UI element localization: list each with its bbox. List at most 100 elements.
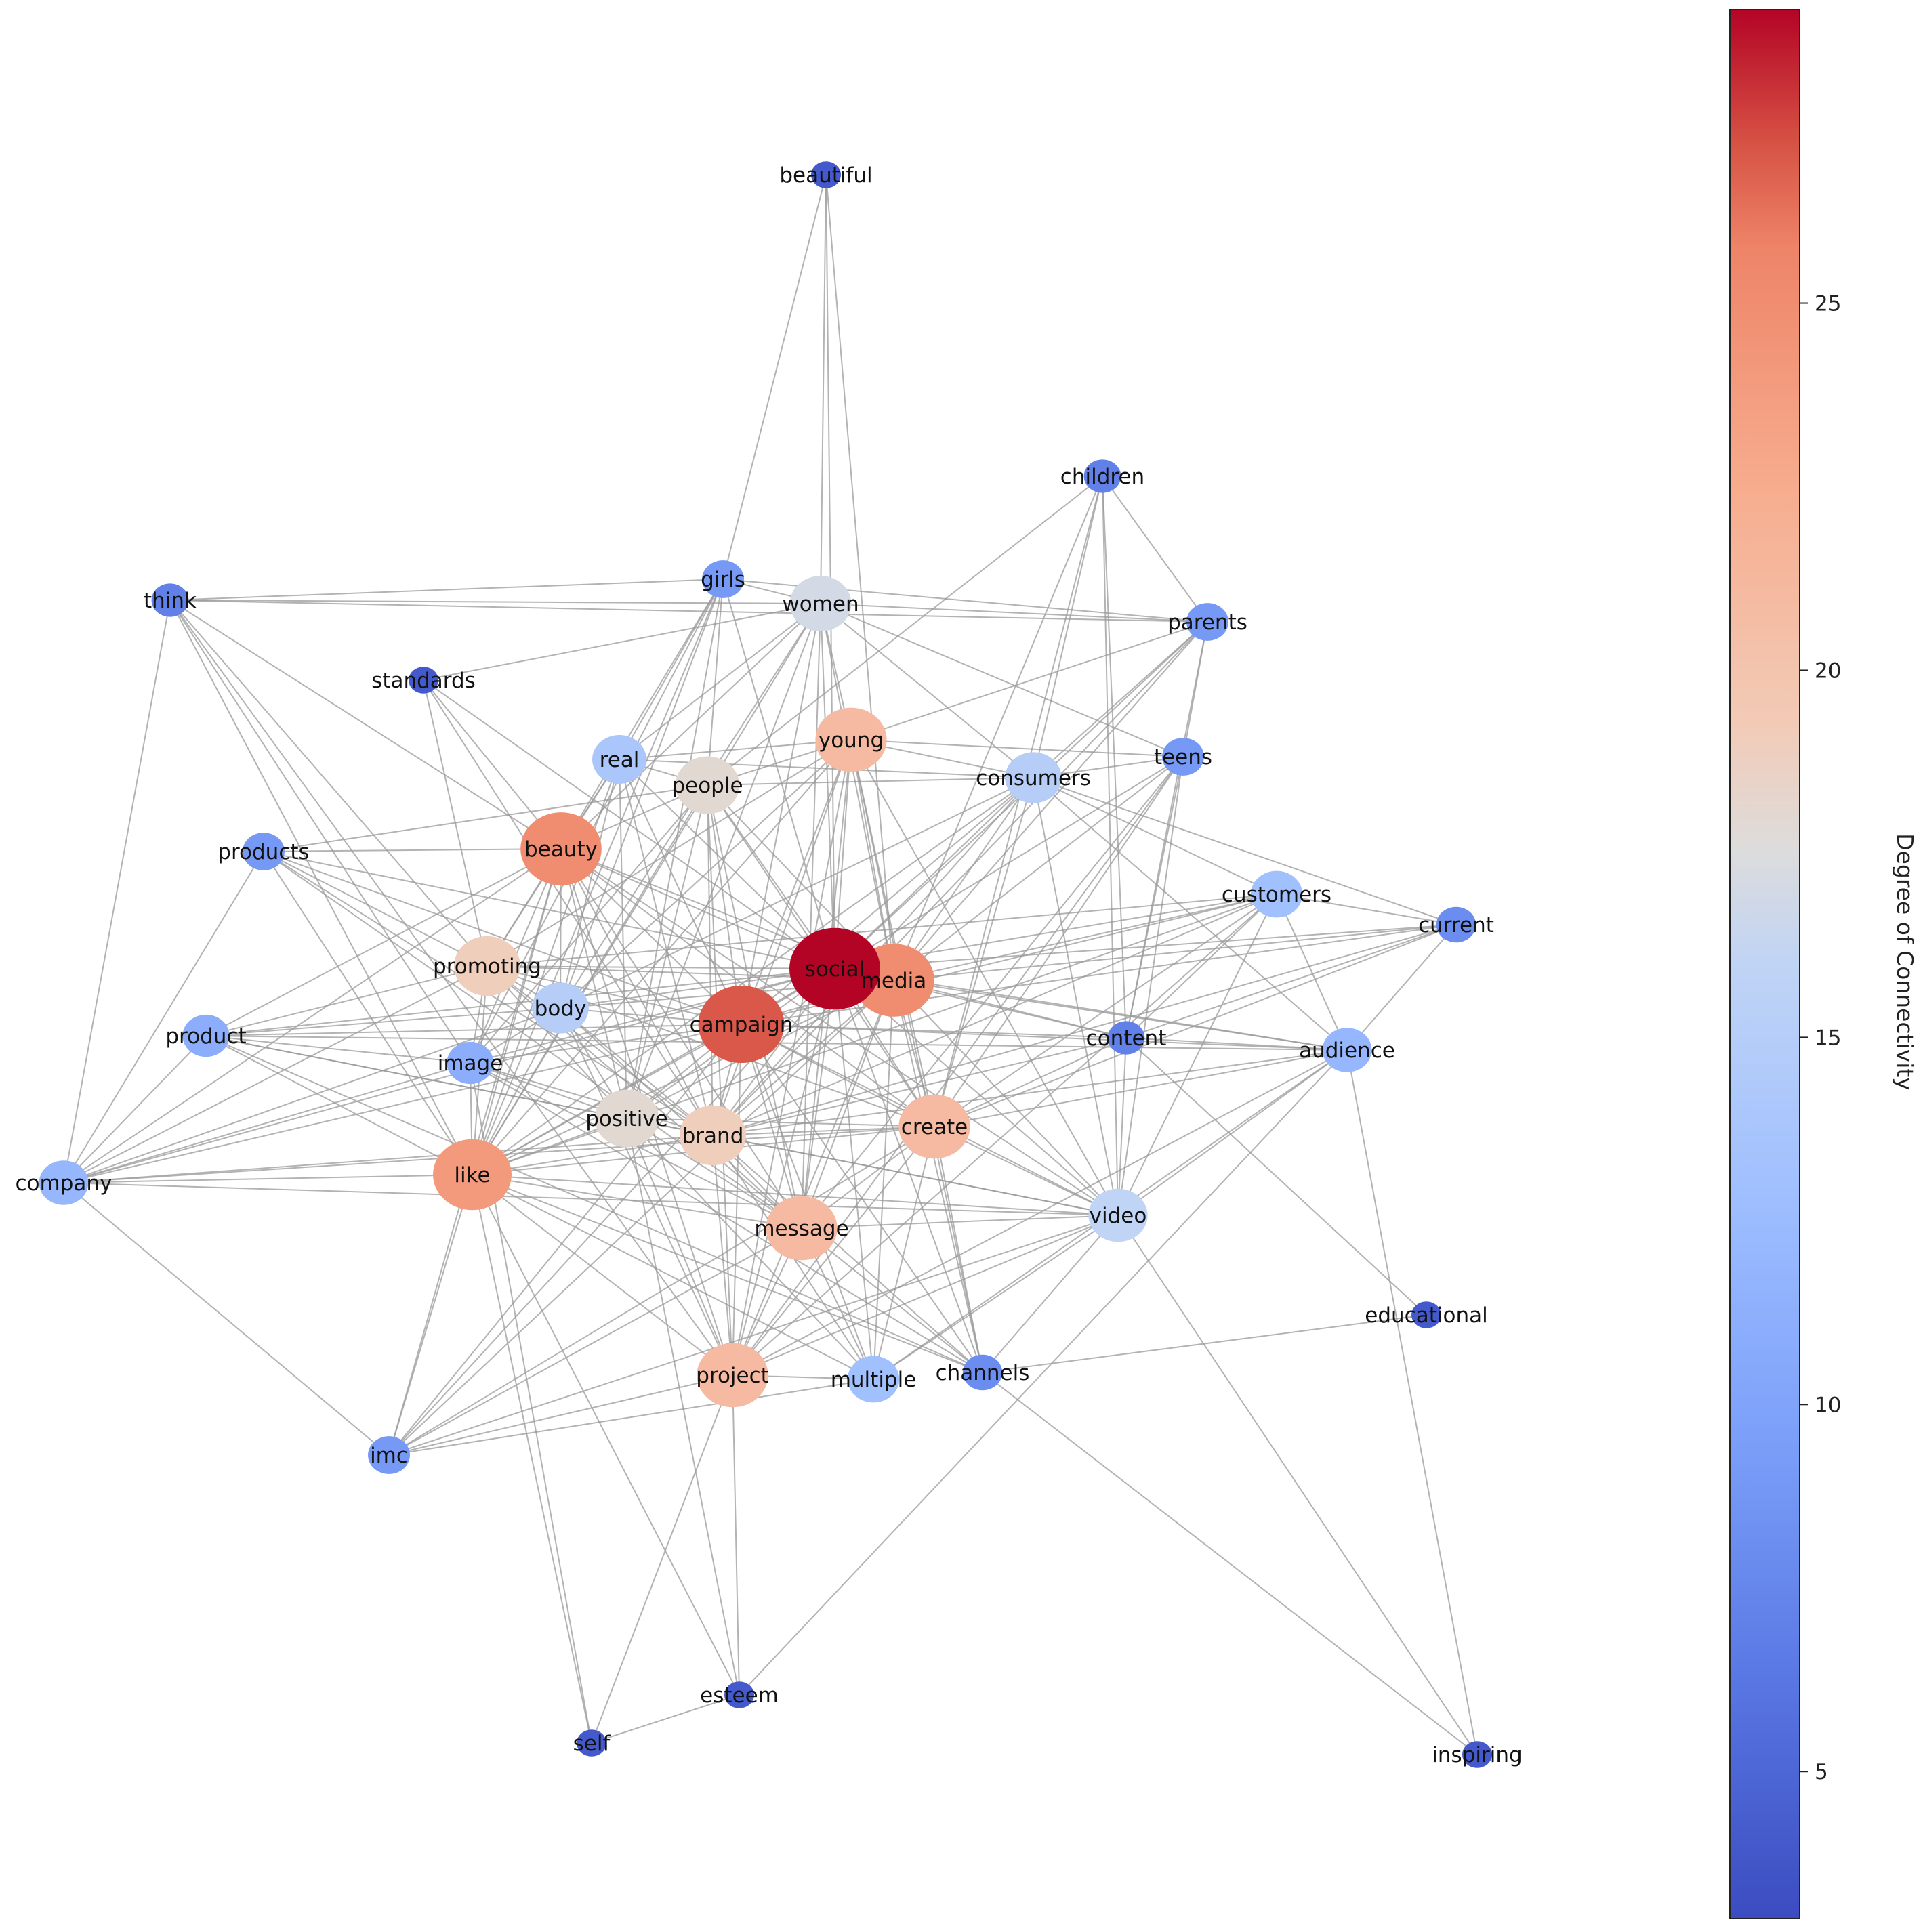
edge-young-real xyxy=(619,739,852,760)
edge-women-teens xyxy=(820,603,1184,757)
node-think xyxy=(151,583,189,617)
edge-campaign-channels xyxy=(741,1024,983,1373)
edge-promoting-positive xyxy=(487,965,627,1119)
node-positive xyxy=(594,1089,659,1148)
edge-products-like xyxy=(263,851,473,1175)
edge-women-standards xyxy=(423,603,821,681)
edge-social-channels xyxy=(834,968,983,1373)
edge-current-content xyxy=(1125,924,1457,1038)
edge-beauty-product xyxy=(205,848,562,1036)
edge-social-multiple xyxy=(834,968,874,1380)
edge-body-project xyxy=(560,1007,733,1376)
edge-consumers-customers xyxy=(1033,777,1277,895)
edge-think-promoting xyxy=(169,600,488,967)
node-campaign xyxy=(698,985,785,1064)
edge-consumers-body xyxy=(560,777,1034,1009)
edge-create-project xyxy=(732,1126,935,1376)
edge-video-channels xyxy=(982,1215,1119,1373)
colorbar-tick-label-25: 25 xyxy=(1815,292,1841,316)
edges-layer xyxy=(63,174,1478,1755)
edge-content-educational xyxy=(1125,1037,1427,1316)
node-label-customers: customers xyxy=(1222,883,1331,907)
edge-content-create xyxy=(934,1037,1127,1127)
edge-social-body xyxy=(560,968,835,1009)
edge-body-brand xyxy=(560,1007,714,1136)
edge-media-project xyxy=(732,980,894,1376)
edge-project-self xyxy=(591,1374,733,1744)
edge-children-content xyxy=(1102,476,1127,1038)
edge-create-multiple xyxy=(873,1126,935,1380)
edge-girls-beauty xyxy=(560,579,724,849)
edge-consumers-video xyxy=(1033,777,1119,1216)
node-standards xyxy=(409,667,438,694)
edge-parents-consumers xyxy=(1033,621,1208,778)
edge-positive-esteem xyxy=(626,1118,740,1696)
edge-real-campaign xyxy=(619,759,742,1025)
edge-consumers-current xyxy=(1033,777,1457,925)
edge-beauty-social xyxy=(560,848,835,969)
edge-media-video xyxy=(893,980,1119,1216)
edge-message-imc xyxy=(388,1227,802,1456)
node-people xyxy=(675,756,740,814)
edge-young-teens xyxy=(850,739,1184,757)
node-teens xyxy=(1162,738,1204,776)
edge-people-project xyxy=(707,784,733,1376)
node-label-beauty: beauty xyxy=(524,837,598,862)
node-company xyxy=(39,1160,89,1205)
edge-think-image xyxy=(169,600,471,1064)
edge-product-channels xyxy=(205,1035,983,1373)
node-label-body: body xyxy=(535,996,587,1021)
edge-young-project xyxy=(732,739,852,1376)
node-label-audience: audience xyxy=(1299,1038,1395,1063)
edge-customers-current xyxy=(1276,894,1457,925)
edge-body-product xyxy=(205,1007,561,1036)
edge-women-message xyxy=(801,603,821,1229)
edge-children-media xyxy=(893,476,1103,981)
node-label-real: real xyxy=(600,748,640,772)
edge-beautiful-women xyxy=(820,174,827,604)
edge-women-campaign xyxy=(741,603,821,1025)
edge-company-like xyxy=(63,1174,473,1183)
edge-teens-message xyxy=(801,756,1184,1229)
node-social xyxy=(789,927,880,1010)
edge-like-video xyxy=(472,1174,1119,1216)
edge-like-imc xyxy=(388,1174,473,1456)
edge-young-brand xyxy=(712,739,852,1136)
edge-parents-brand xyxy=(712,621,1208,1136)
edge-products-promoting xyxy=(263,851,488,967)
edge-girls-think xyxy=(169,579,724,601)
node-label-products: products xyxy=(218,840,309,864)
edge-current-audience xyxy=(1346,924,1457,1051)
edge-women-media xyxy=(820,603,894,981)
node-girls xyxy=(702,560,744,598)
edge-customers-video xyxy=(1117,894,1277,1216)
edge-customers-media xyxy=(893,894,1277,981)
edge-girls-people xyxy=(707,579,724,786)
node-products xyxy=(243,833,285,870)
node-label-educational: educational xyxy=(1365,1303,1487,1328)
edge-beautiful-media xyxy=(825,174,894,981)
edge-customers-brand xyxy=(712,894,1277,1136)
node-content xyxy=(1107,1021,1145,1055)
node-consumers xyxy=(1005,752,1062,803)
edge-women-beauty xyxy=(560,603,821,849)
edge-consumers-social xyxy=(834,777,1034,969)
edge-esteem-self xyxy=(591,1694,740,1744)
edge-products-company xyxy=(63,851,264,1183)
edge-channels-inspiring xyxy=(982,1372,1478,1755)
edge-promoting-brand xyxy=(487,965,714,1136)
edge-women-consumers xyxy=(820,603,1034,778)
node-label-company: company xyxy=(16,1171,112,1196)
edge-real-brand xyxy=(619,759,714,1136)
edge-campaign-project xyxy=(732,1024,742,1376)
edge-children-parents xyxy=(1102,476,1208,623)
node-message xyxy=(766,1196,838,1261)
edge-girls-social xyxy=(722,579,835,969)
node-esteem xyxy=(724,1681,754,1708)
edge-brand-company xyxy=(63,1135,714,1183)
node-children xyxy=(1083,459,1121,493)
node-current xyxy=(1436,906,1476,943)
edge-audience-video xyxy=(1117,1049,1348,1216)
edge-video-message xyxy=(801,1215,1119,1229)
edge-people-campaign xyxy=(707,784,742,1025)
